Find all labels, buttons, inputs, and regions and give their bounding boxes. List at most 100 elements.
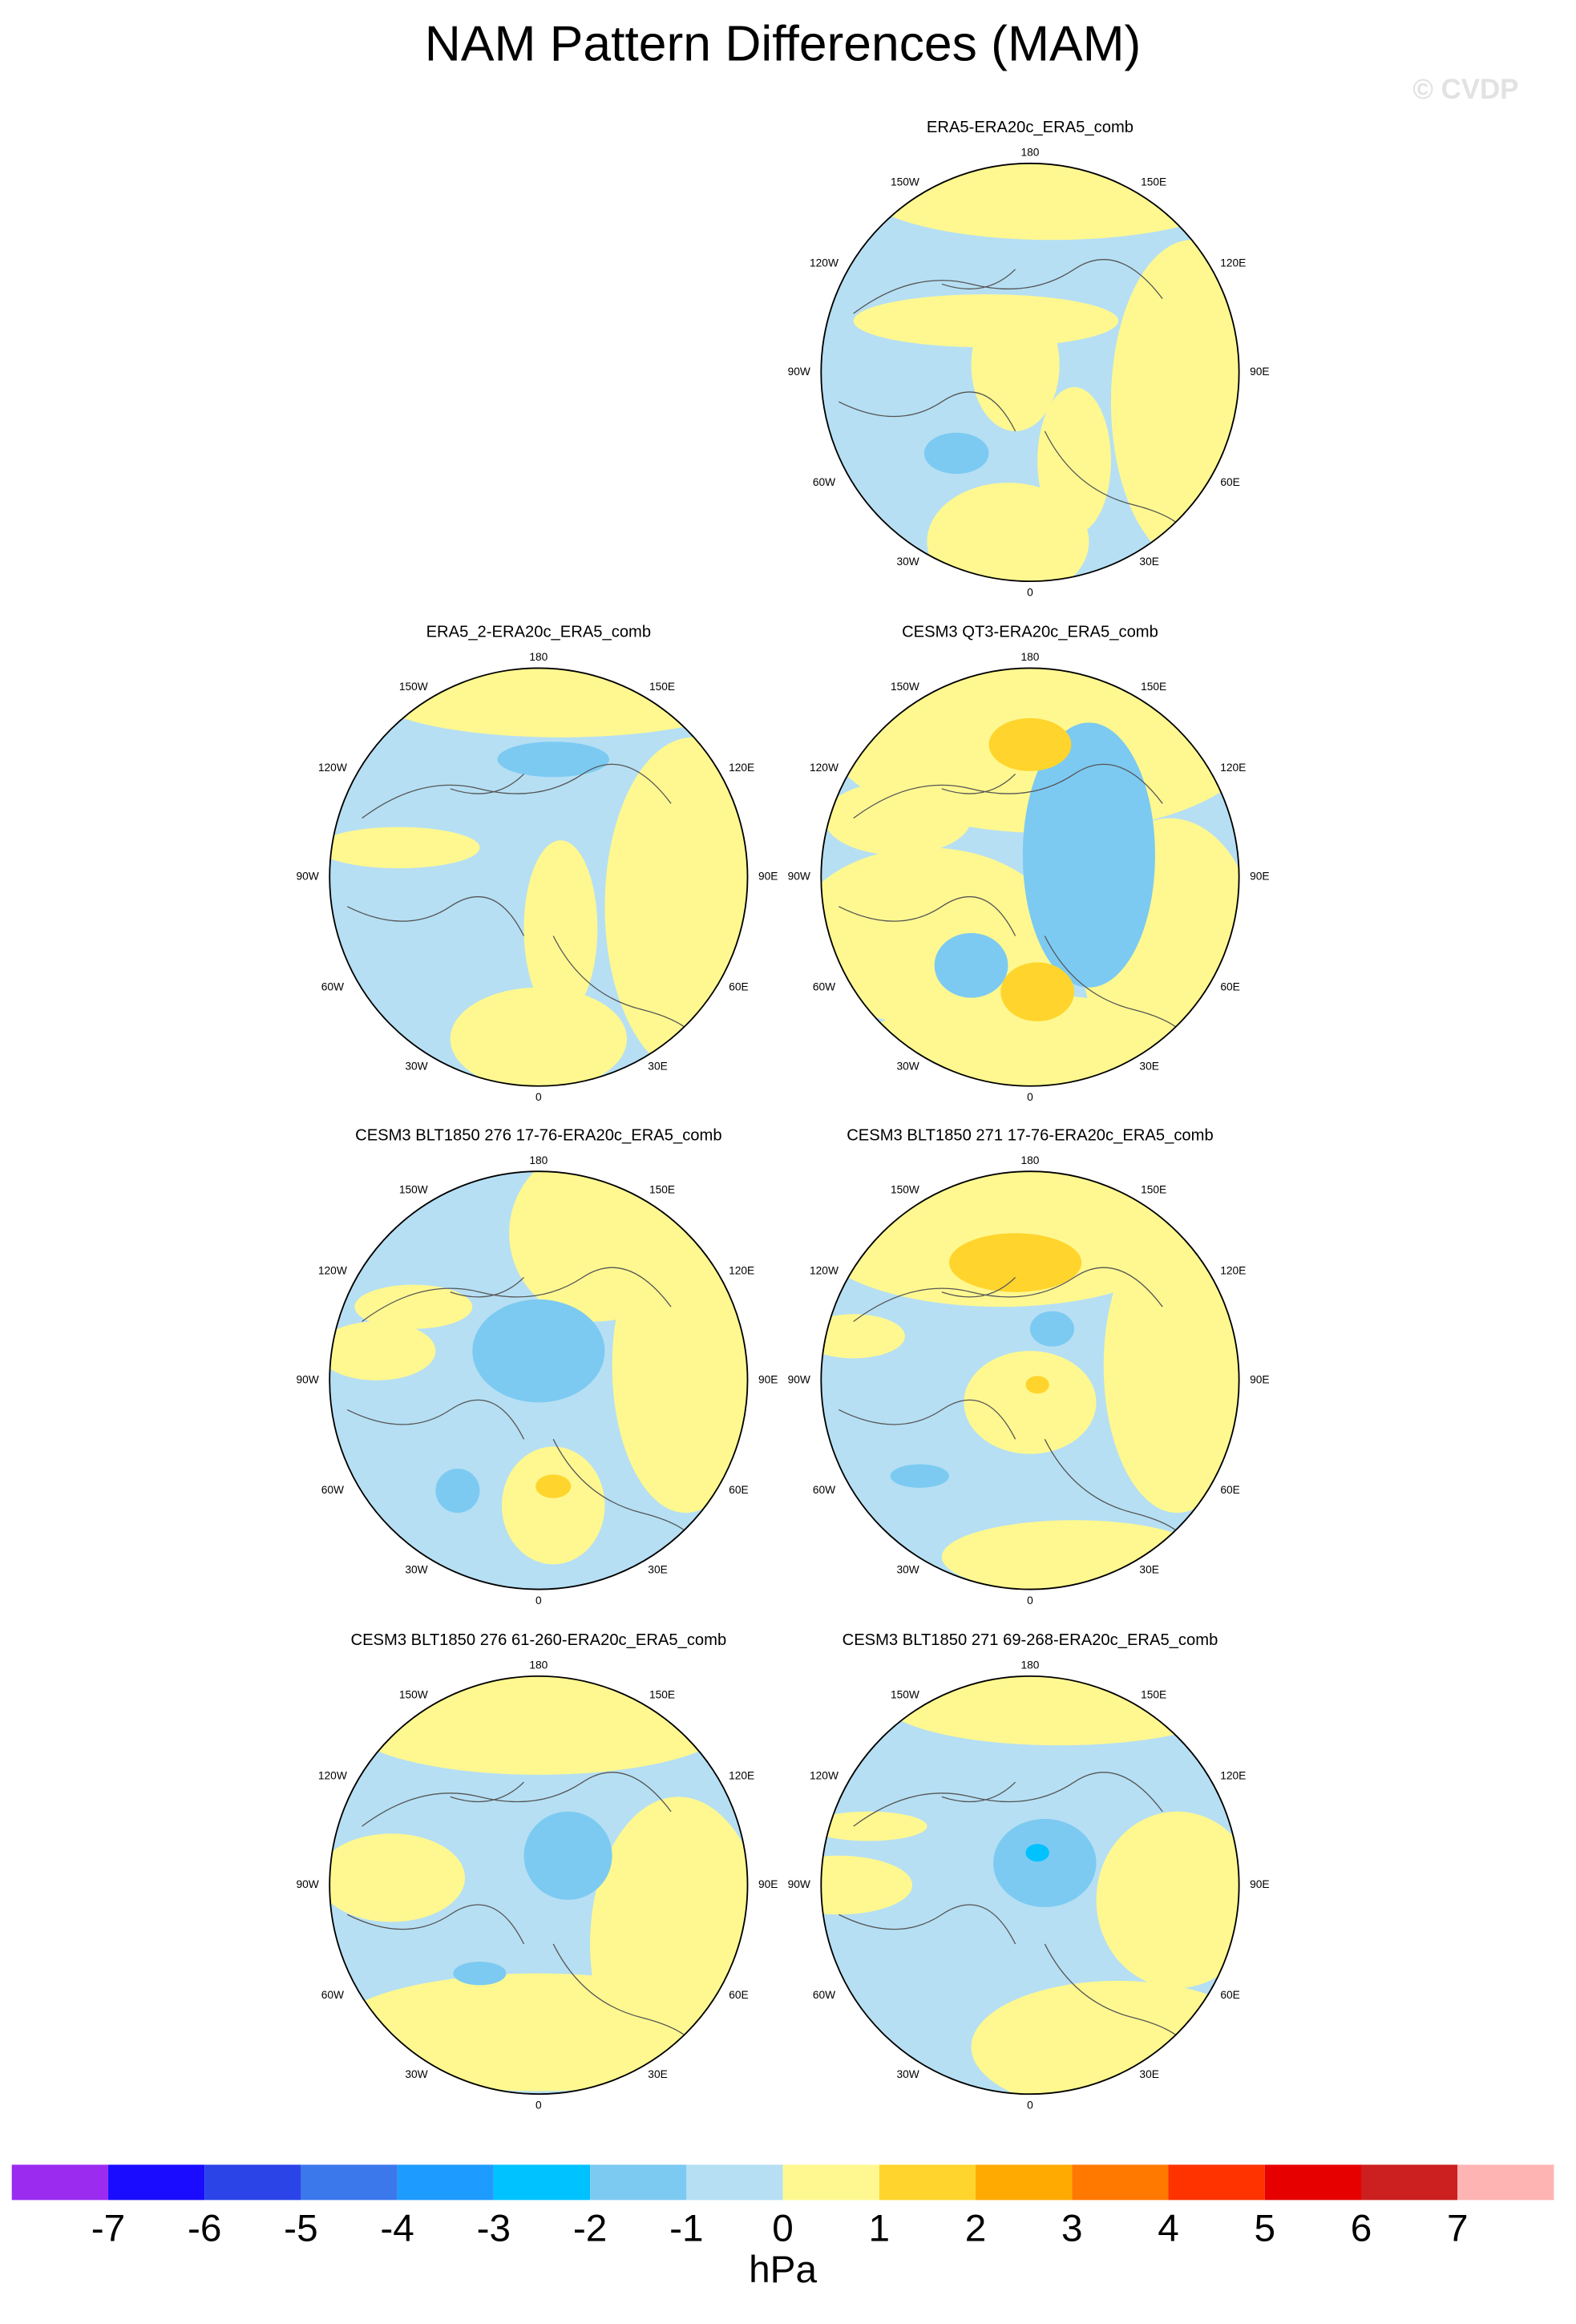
longitude-label: 90E bbox=[758, 871, 778, 883]
panel-title: ERA5-ERA20c_ERA5_comb bbox=[927, 119, 1134, 136]
coastline bbox=[839, 1267, 1193, 1558]
longitude-label: 90W bbox=[297, 871, 319, 883]
longitude-label: 30W bbox=[405, 2068, 427, 2080]
longitude-label: 60E bbox=[729, 980, 748, 992]
longitude-label: 30E bbox=[1139, 1563, 1158, 1575]
longitude-label: 120W bbox=[810, 762, 839, 774]
longitude-label: 90E bbox=[758, 1374, 778, 1386]
panel-title: CESM3 BLT1850 276 61-260-ERA20c_ERA5_com… bbox=[351, 1631, 727, 1649]
color-box bbox=[204, 2164, 301, 2201]
color-box bbox=[493, 2164, 591, 2201]
colorbar-tick-label: -6 bbox=[188, 2208, 221, 2250]
longitude-label: 60E bbox=[729, 1484, 748, 1496]
longitude-label: 60E bbox=[1220, 980, 1239, 992]
colorbar-label: hPa bbox=[749, 2249, 817, 2291]
panel-title: ERA5_2-ERA20c_ERA5_comb bbox=[426, 624, 652, 641]
colorbar-tick-label: -3 bbox=[477, 2208, 511, 2250]
longitude-label: 150W bbox=[891, 681, 919, 693]
map-border bbox=[820, 1675, 1240, 2096]
longitude-label: 30E bbox=[1139, 2068, 1158, 2080]
colorbar-tick-label: 6 bbox=[1351, 2208, 1372, 2250]
colorbar-tick-label: -5 bbox=[284, 2208, 317, 2250]
longitude-label: 0 bbox=[1027, 2100, 1033, 2112]
longitude-label: 120W bbox=[318, 762, 347, 774]
map-panel: CESM3 QT3-ERA20c_ERA5_comb 180 150W 150E 120… bbox=[788, 624, 1270, 1103]
longitude-label: 180 bbox=[1020, 1154, 1039, 1166]
colorbar-tick-label: 0 bbox=[772, 2208, 794, 2250]
color-box bbox=[301, 2164, 398, 2201]
longitude-label: 90E bbox=[1250, 1374, 1269, 1386]
anomaly-region bbox=[988, 717, 1072, 771]
longitude-label: 180 bbox=[529, 651, 548, 663]
anomaly-region bbox=[1096, 1811, 1239, 1989]
longitude-label: 120W bbox=[318, 1265, 347, 1277]
anomaly-region bbox=[890, 1464, 950, 1488]
longitude-label: 90W bbox=[297, 1878, 319, 1890]
map-fill bbox=[821, 1171, 1239, 1590]
longitude-label: 0 bbox=[535, 1091, 542, 1103]
color-box bbox=[976, 2164, 1073, 2201]
map-border bbox=[329, 1675, 749, 2096]
longitude-label: 90E bbox=[1250, 871, 1269, 883]
anomaly-region bbox=[523, 1811, 612, 1900]
longitude-label: 30W bbox=[405, 1061, 427, 1073]
panel-title: CESM3 BLT1850 276 17-76-ERA20c_ERA5_comb bbox=[355, 1126, 721, 1144]
longitude-label: 120W bbox=[810, 257, 839, 269]
anomaly-region bbox=[1025, 1844, 1049, 1862]
longitude-label: 30W bbox=[896, 2068, 919, 2080]
longitude-label: 120E bbox=[1220, 1265, 1246, 1277]
longitude-label: 120E bbox=[1220, 1769, 1246, 1781]
anomaly-region bbox=[453, 1961, 507, 1986]
longitude-label: 120E bbox=[729, 1265, 754, 1277]
longitude-label: 150E bbox=[649, 1688, 675, 1700]
colorbar-tick-label: 3 bbox=[1061, 2208, 1083, 2250]
longitude-label: 150E bbox=[1141, 176, 1166, 188]
longitude-label: 150E bbox=[649, 1184, 675, 1196]
anomaly-region bbox=[472, 1299, 605, 1403]
coastline bbox=[346, 1267, 701, 1558]
anomaly-region bbox=[347, 1675, 730, 1775]
longitude-label: 0 bbox=[1027, 586, 1033, 598]
colorbar-tick-label: 5 bbox=[1254, 2208, 1275, 2250]
longitude-label: 30W bbox=[896, 556, 919, 568]
colorbar-tick-label: -7 bbox=[91, 2208, 125, 2250]
anomaly-region bbox=[883, 1675, 1236, 1746]
color-box bbox=[1072, 2164, 1169, 2201]
longitude-label: 60W bbox=[813, 476, 835, 488]
colorbar-tick-label: 1 bbox=[869, 2208, 891, 2250]
longitude-label: 150W bbox=[891, 1184, 919, 1196]
color-box bbox=[782, 2164, 879, 2201]
anomaly-region bbox=[369, 668, 748, 738]
anomaly-region bbox=[821, 1855, 913, 1915]
anomaly-region bbox=[329, 1321, 436, 1380]
longitude-label: 90W bbox=[297, 1374, 319, 1386]
longitude-label: 30E bbox=[648, 1061, 667, 1073]
color-box bbox=[1360, 2164, 1458, 2201]
map-border bbox=[329, 1170, 749, 1590]
longitude-label: 60W bbox=[813, 1484, 835, 1496]
colorbar: -7 -6 -5 -4 -3 -2 -1 0 1 2 3 4 5 6 7 hPa bbox=[11, 2164, 1554, 2291]
longitude-label: 120E bbox=[1220, 257, 1246, 269]
longitude-label: 60W bbox=[321, 1989, 344, 2001]
longitude-label: 120E bbox=[729, 1769, 754, 1781]
coastline bbox=[839, 763, 1193, 1054]
anomaly-region bbox=[971, 298, 1060, 431]
anomaly-region bbox=[604, 737, 748, 1076]
panel-title: CESM3 BLT1850 271 69-268-ERA20c_ERA5_com… bbox=[843, 1631, 1218, 1649]
longitude-label: 120W bbox=[318, 1769, 347, 1781]
color-box bbox=[107, 2164, 205, 2201]
longitude-label: 150E bbox=[1141, 681, 1166, 693]
anomaly-region bbox=[535, 1474, 572, 1498]
anomaly-region bbox=[1029, 1311, 1075, 1347]
longitude-label: 30E bbox=[1139, 556, 1158, 568]
longitude-label: 90W bbox=[788, 1878, 810, 1890]
longitude-label: 180 bbox=[1020, 147, 1039, 159]
anomaly-region bbox=[941, 1520, 1207, 1590]
longitude-label: 120W bbox=[810, 1769, 839, 1781]
colorbar-tick-label: 7 bbox=[1447, 2208, 1469, 2250]
longitude-label: 0 bbox=[1027, 1091, 1033, 1103]
longitude-label: 150W bbox=[891, 176, 919, 188]
panel-title: CESM3 BLT1850 271 17-76-ERA20c_ERA5_comb bbox=[847, 1126, 1213, 1144]
colorbar-tick-label: 2 bbox=[965, 2208, 987, 2250]
